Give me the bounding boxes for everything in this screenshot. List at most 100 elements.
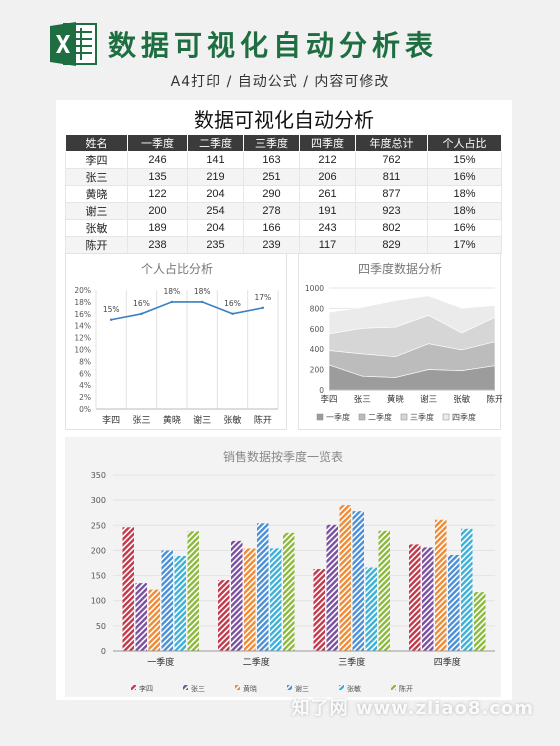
legend-swatch — [339, 685, 344, 690]
cell[interactable]: 16% — [427, 168, 502, 186]
bar — [474, 592, 486, 651]
cell[interactable]: 141 — [187, 151, 244, 169]
legend-label: 谢三 — [295, 684, 309, 693]
bar — [135, 583, 147, 651]
cell[interactable]: 黄晓 — [65, 185, 128, 203]
col-header-q3[interactable]: 三季度 — [243, 134, 300, 152]
bar — [161, 550, 173, 651]
x-tick-label: 张三 — [132, 415, 150, 426]
col-header-q1[interactable]: 一季度 — [127, 134, 188, 152]
legend-label: 张三 — [191, 684, 205, 693]
bar — [313, 569, 325, 651]
area-chart-panel[interactable]: 四季度数据分析 0 200 400 600 800 1000 李四 张三 黄晓 谢三 张敏 陈开 一季度 二… — [298, 253, 504, 430]
cell[interactable]: 243 — [299, 219, 356, 237]
bar — [148, 589, 160, 651]
legend-swatch — [235, 685, 240, 690]
col-header-q4[interactable]: 四季度 — [299, 134, 356, 152]
cell[interactable]: 166 — [243, 219, 300, 237]
cell[interactable]: 762 — [355, 151, 428, 169]
cell[interactable]: 191 — [299, 202, 356, 220]
cell[interactable]: 204 — [187, 185, 244, 203]
cell[interactable]: 谢三 — [65, 202, 128, 220]
col-header-q2[interactable]: 二季度 — [187, 134, 244, 152]
cell[interactable]: 278 — [243, 202, 300, 220]
cell[interactable]: 254 — [187, 202, 244, 220]
cell[interactable]: 290 — [243, 185, 300, 203]
bar-chart-panel[interactable]: 销售数据按季度一览表 0 50 100 150 200 250 300 350 一季度 二季度 三季度… — [65, 437, 501, 697]
bar — [422, 547, 434, 651]
excel-icon — [50, 22, 97, 66]
banner: 数据可视化自动分析表 A4打印 / 自动公式 / 内容可修改 — [0, 0, 560, 100]
cell[interactable]: 135 — [127, 168, 188, 186]
cell[interactable]: 陈开 — [65, 236, 128, 254]
legend-swatch — [183, 685, 188, 690]
cell[interactable]: 163 — [243, 151, 300, 169]
y-tick-label: 12% — [74, 334, 91, 343]
bar — [122, 527, 134, 651]
cell[interactable]: 16% — [427, 219, 502, 237]
cell[interactable]: 212 — [299, 151, 356, 169]
legend-swatch — [442, 413, 450, 421]
data-label: 18% — [194, 287, 211, 296]
watermark: 知了网 www.zliao8.com — [291, 698, 534, 719]
col-header-total[interactable]: 年度总计 — [355, 134, 428, 152]
bar — [448, 554, 460, 651]
y-tick-label: 0 — [319, 386, 324, 395]
col-header-share[interactable]: 个人占比 — [427, 134, 502, 152]
cell[interactable]: 张三 — [65, 168, 128, 186]
cell[interactable]: 200 — [127, 202, 188, 220]
cell[interactable]: 251 — [243, 168, 300, 186]
cell[interactable]: 18% — [427, 185, 502, 203]
bar-chart: 销售数据按季度一览表 0 50 100 150 200 250 300 350 一季度 二季度 三季度… — [91, 449, 495, 693]
cell[interactable]: 235 — [187, 236, 244, 254]
sheet-title: 数据可视化自动分析 — [194, 108, 374, 132]
y-tick-label: 8% — [79, 357, 91, 366]
x-tick-label: 谢三 — [420, 394, 437, 405]
col-header-name[interactable]: 姓名 — [65, 134, 128, 152]
cell[interactable]: 17% — [427, 236, 502, 254]
cell[interactable]: 张敏 — [65, 219, 128, 237]
data-label: 15% — [103, 305, 120, 314]
y-tick-label: 20% — [74, 286, 91, 295]
bar — [270, 548, 282, 651]
cell[interactable]: 877 — [355, 185, 428, 203]
cell[interactable]: 117 — [299, 236, 356, 254]
cell[interactable]: 189 — [127, 219, 188, 237]
cell[interactable]: 261 — [299, 185, 356, 203]
cell[interactable]: 122 — [127, 185, 188, 203]
cell[interactable]: 李四 — [65, 151, 128, 169]
bar — [378, 530, 390, 651]
legend-swatch — [391, 685, 396, 690]
cell[interactable]: 18% — [427, 202, 502, 220]
cell[interactable]: 204 — [187, 219, 244, 237]
legend-label: 陈开 — [399, 684, 413, 693]
cell[interactable]: 206 — [299, 168, 356, 186]
legend-label: 张敏 — [347, 684, 361, 693]
y-tick-label: 14% — [74, 322, 91, 331]
cell[interactable]: 219 — [187, 168, 244, 186]
y-tick-label: 150 — [91, 572, 106, 581]
cell[interactable]: 15% — [427, 151, 502, 169]
cell[interactable]: 246 — [127, 151, 188, 169]
cell[interactable]: 802 — [355, 219, 428, 237]
legend-label: 一季度 — [326, 412, 350, 422]
data-table: 姓名 一季度 二季度 三季度 四季度 年度总计 个人占比 李四 246 141 163… — [65, 134, 502, 254]
y-tick-label: 200 — [310, 366, 325, 375]
bar — [461, 528, 473, 651]
data-point — [170, 300, 174, 304]
line-chart-panel[interactable]: 个人占比分析 0% 2% 4% 6% 8% 10% 12% 14% 16% 18% 20% 15% 16%… — [65, 253, 287, 430]
chart-title: 销售数据按季度一览表 — [223, 449, 343, 464]
cell[interactable]: 238 — [127, 236, 188, 254]
line-chart: 个人占比分析 0% 2% 4% 6% 8% 10% 12% 14% 16% 18% 20% 15% 16%… — [74, 261, 279, 426]
legend-swatch — [358, 413, 366, 421]
x-tick-label: 谢三 — [193, 414, 211, 426]
legend-swatch — [316, 413, 324, 421]
y-tick-label: 400 — [310, 345, 325, 354]
cell[interactable]: 811 — [355, 168, 428, 186]
cell[interactable]: 829 — [355, 236, 428, 254]
bar — [283, 532, 295, 651]
cell[interactable]: 239 — [243, 236, 300, 254]
cell[interactable]: 923 — [355, 202, 428, 220]
table-header-row: 姓名 一季度 二季度 三季度 四季度 年度总计 个人占比 — [65, 134, 502, 152]
